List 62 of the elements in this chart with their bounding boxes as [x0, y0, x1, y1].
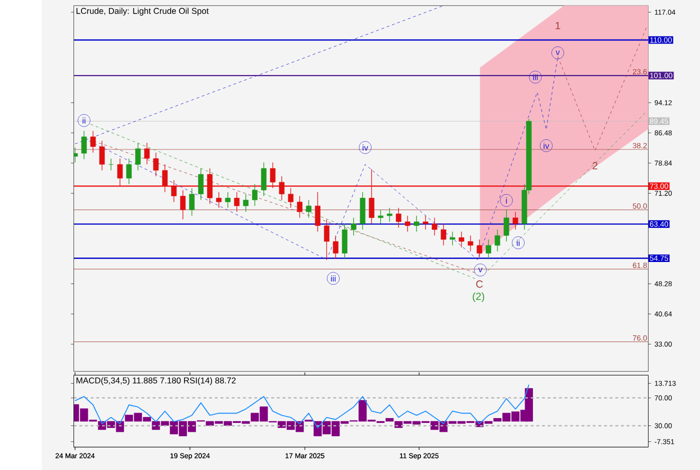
candlestick: [414, 215, 420, 232]
candlestick: [216, 192, 222, 208]
annotation: 2: [592, 162, 598, 170]
candlestick: [368, 168, 374, 224]
candlestick: [396, 207, 402, 228]
candlestick: [350, 217, 356, 236]
candlestick: [252, 184, 258, 206]
annotation: (2): [472, 292, 484, 302]
annotation: iii: [331, 275, 336, 282]
candlestick: [243, 194, 249, 212]
candlestick: [494, 229, 500, 252]
candlestick: [198, 168, 204, 200]
candlestick: [314, 192, 320, 232]
candlestick: [74, 147, 78, 163]
candlestick: [504, 209, 510, 242]
chart-title: MACD(5,34,5) 11.885 7.180 RSI(14) 88.72: [76, 377, 236, 386]
candlestick: [90, 130, 96, 153]
candlestick: [432, 217, 438, 236]
candlestick: [486, 239, 492, 260]
candlestick: [153, 152, 159, 177]
annotation: v: [556, 50, 560, 55]
candlestick: [288, 188, 294, 208]
candlestick: [261, 162, 266, 196]
candlestick: [404, 215, 410, 232]
annotation: 1: [556, 22, 560, 30]
candlestick: [476, 239, 482, 258]
candlestick: [279, 176, 284, 200]
candlestick: [171, 180, 177, 202]
annotation: iv: [544, 142, 550, 149]
annotation: iv: [362, 144, 368, 151]
candlestick: [81, 130, 87, 160]
annotation: C: [476, 280, 483, 288]
candlestick: [306, 200, 312, 218]
candlestick: [450, 231, 456, 246]
candlestick: [378, 209, 384, 224]
candlestick: [270, 162, 276, 188]
candlestick: [180, 190, 186, 220]
candlestick: [332, 235, 338, 260]
candlestick: [207, 168, 213, 204]
candlestick: [386, 207, 392, 222]
candlestick: [189, 188, 195, 216]
candlestick: [225, 192, 231, 208]
candlestick: [234, 192, 240, 212]
candlestick: [297, 196, 302, 218]
candlestick: [422, 215, 428, 230]
candlestick: [324, 219, 330, 260]
candlestick: [162, 164, 168, 192]
candlestick: [468, 235, 474, 252]
candlestick: [342, 223, 348, 260]
candlestick: [512, 211, 518, 230]
chart-title: LCrude, Daily: Light Crude Oil Spot: [76, 8, 209, 16]
candlestick: [108, 158, 114, 171]
candlestick: [440, 223, 446, 246]
candlestick: [144, 142, 150, 165]
annotation: i: [506, 197, 507, 204]
candlestick: [117, 158, 123, 186]
candlestick: [458, 231, 464, 248]
annotation: ii: [82, 117, 86, 124]
candlestick: [135, 142, 141, 171]
candlestick: [126, 158, 132, 184]
candlestick: [99, 140, 105, 171]
annotation: ii: [516, 240, 520, 246]
